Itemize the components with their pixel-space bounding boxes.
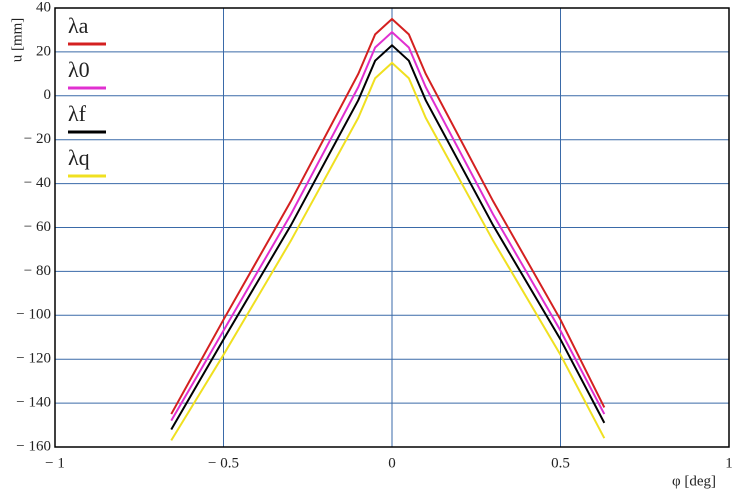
- y-tick-label: 20: [36, 43, 51, 59]
- y-tick-label: − 160: [16, 438, 51, 454]
- line-series: [170, 43, 606, 430]
- legend-label: λ0: [68, 57, 90, 82]
- x-tick-label: 1: [725, 455, 733, 471]
- x-tick-label: 0: [388, 455, 396, 471]
- y-tick-label: 0: [44, 87, 52, 103]
- legend-label: λa: [68, 13, 89, 38]
- y-tick-label: − 140: [16, 395, 51, 411]
- x-axis-label: φ [deg]: [672, 473, 716, 489]
- y-tick-label: − 100: [16, 307, 51, 323]
- x-tick-label: − 1: [45, 455, 65, 471]
- y-tick-label: − 120: [16, 351, 51, 367]
- y-tick-label: 40: [36, 0, 51, 15]
- x-tick-label: 0.5: [551, 455, 570, 471]
- y-tick-label: − 80: [24, 263, 51, 279]
- y-tick-label: − 40: [24, 175, 51, 191]
- legend-label: λq: [68, 145, 90, 170]
- y-axis-label: u [mm]: [9, 18, 25, 63]
- legend-label: λf: [68, 101, 87, 126]
- line-series: [170, 61, 606, 441]
- line-series: [170, 30, 606, 422]
- y-tick-label: − 20: [24, 131, 51, 147]
- plot-border: [54, 7, 730, 448]
- y-tick-label: − 60: [24, 219, 51, 235]
- x-tick-label: − 0.5: [208, 455, 239, 471]
- line-series: [170, 17, 606, 415]
